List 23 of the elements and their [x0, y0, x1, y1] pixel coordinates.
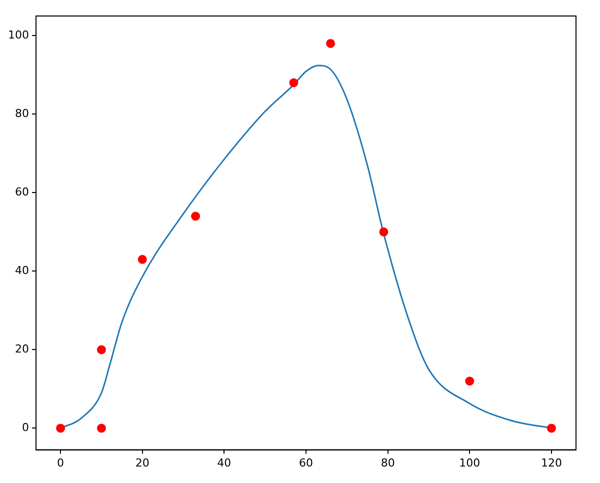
- point: [546, 424, 556, 433]
- point: [379, 227, 388, 236]
- point: [191, 212, 200, 221]
- y-tick-label: 20: [14, 342, 29, 356]
- y-tick-label: 60: [14, 186, 29, 199]
- x-tick-label: 120: [540, 456, 562, 470]
- x-tick-label: 40: [217, 456, 232, 470]
- y-tick-label: 80: [14, 107, 29, 120]
- point: [326, 38, 336, 48]
- point: [96, 345, 106, 354]
- x-tick-label: 60: [299, 456, 313, 470]
- x-tick-label: 20: [135, 456, 150, 470]
- x-tick-label: 80: [380, 456, 395, 470]
- x-tick-label: 0: [57, 456, 64, 470]
- point: [465, 376, 474, 386]
- y-tick-label: 40: [14, 264, 29, 278]
- point: [289, 78, 298, 88]
- x-tick-label: 100: [459, 456, 480, 470]
- point: [138, 254, 147, 264]
- point: [96, 424, 106, 433]
- y-tick-label: 100: [8, 28, 29, 42]
- y-tick-label: 0: [22, 421, 29, 434]
- point: [56, 424, 66, 433]
